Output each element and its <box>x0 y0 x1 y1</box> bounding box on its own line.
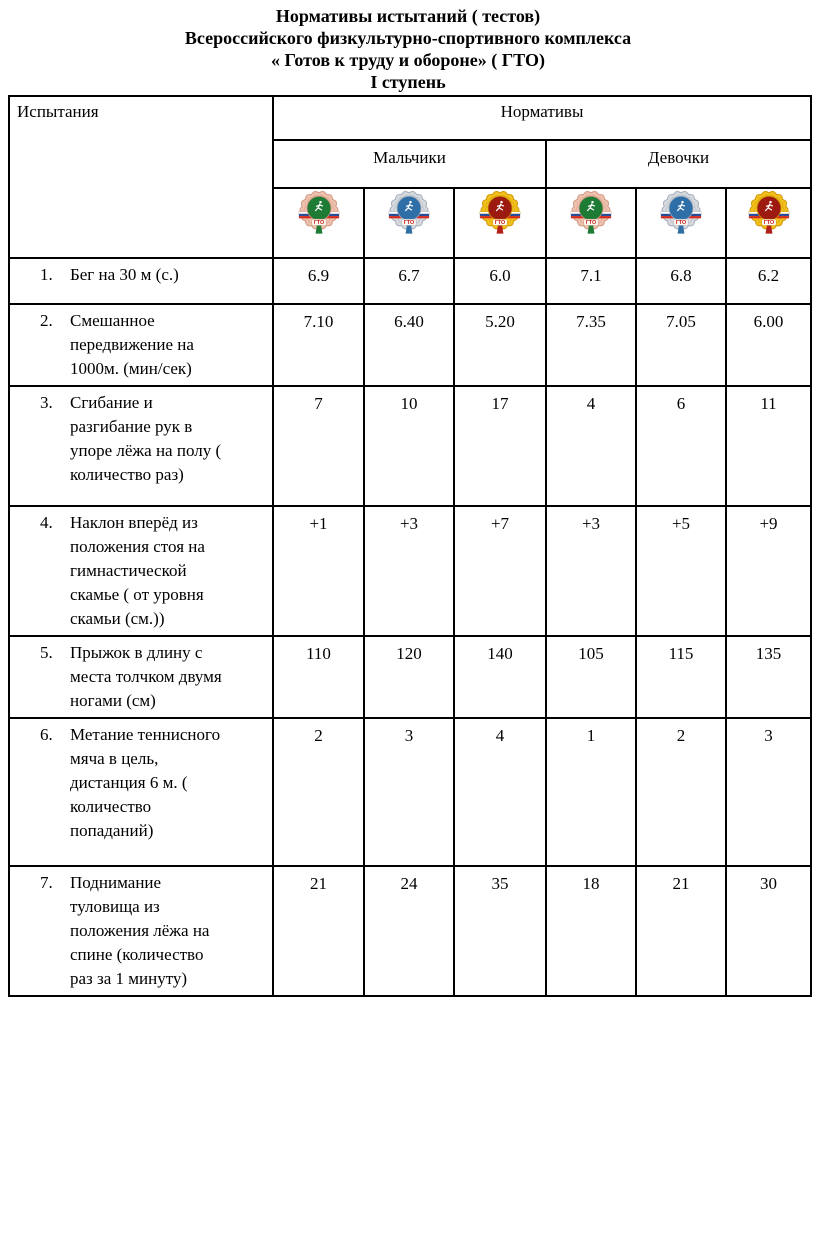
row-number: 7. <box>40 873 53 892</box>
value-cell: 6.00 <box>725 303 812 387</box>
badge-cell: ГТО <box>272 187 365 259</box>
column-header-girls: Девочки <box>545 139 812 189</box>
row-label: Бег на 30 м (с.) <box>70 265 179 284</box>
value-cell: 30 <box>725 865 812 997</box>
badge-cell: ГТО <box>363 187 455 259</box>
row-number: 2. <box>40 311 53 330</box>
value-cell: 17 <box>453 385 547 507</box>
value-cell: 3 <box>725 717 812 867</box>
value-cell: 3 <box>363 717 455 867</box>
column-header-standards: Нормативы <box>272 95 812 141</box>
svg-text:ГТО: ГТО <box>763 220 773 226</box>
row-label: Наклон вперёд из положения стоя на гимна… <box>70 513 205 628</box>
gto-gold-badge-icon: ГТО <box>746 189 792 239</box>
value-cell: +3 <box>363 505 455 637</box>
table-row: 7. Поднимание туловища из положения лёжа … <box>8 865 812 997</box>
svg-text:ГТО: ГТО <box>404 220 414 226</box>
value-cell: 4 <box>545 385 637 507</box>
value-cell: 18 <box>545 865 637 997</box>
row-number: 4. <box>40 513 53 532</box>
value-cell: 7.10 <box>272 303 365 387</box>
value-cell: 24 <box>363 865 455 997</box>
column-header-tests: Испытания <box>8 95 274 259</box>
value-cell: 7.35 <box>545 303 637 387</box>
gto-gold-badge-icon: ГТО <box>477 189 523 239</box>
gto-bronze-badge-icon: ГТО <box>568 189 614 239</box>
row-label: Прыжок в длину с места толчком двумя ног… <box>70 643 222 710</box>
header-row-gender: Мальчики Девочки <box>9 139 812 189</box>
value-cell: 1 <box>545 717 637 867</box>
title-line-2: Всероссийского физкультурно-спортивного … <box>184 28 632 48</box>
value-cell: 6.0 <box>453 257 547 305</box>
table-row: 3. Сгибание и разгибание рук в упоре лёжа… <box>8 385 812 507</box>
value-cell: 110 <box>272 635 365 719</box>
header-row-standards: Испытания Нормативы <box>8 95 812 259</box>
header-row-badges: ГТО ГТО ГТО ГТО ГТО ГТО <box>9 187 812 259</box>
value-cell: +3 <box>545 505 637 637</box>
value-cell: 7.05 <box>635 303 727 387</box>
value-cell: 6.2 <box>725 257 812 305</box>
badge-cell: ГТО <box>635 187 727 259</box>
row-label: Метание теннисного мяча в цель, дистанци… <box>70 725 221 840</box>
gto-silver-badge-icon: ГТО <box>386 189 432 239</box>
row-number: 1. <box>40 265 53 284</box>
title-line-1: Нормативы истытаний ( тестов) <box>275 6 541 26</box>
svg-text:ГТО: ГТО <box>676 220 686 226</box>
badge-cell: ГТО <box>545 187 637 259</box>
gto-bronze-badge-icon: ГТО <box>296 189 342 239</box>
value-cell: 21 <box>272 865 365 997</box>
value-cell: +9 <box>725 505 812 637</box>
value-cell: 6.40 <box>363 303 455 387</box>
svg-text:ГТО: ГТО <box>313 220 323 226</box>
value-cell: 105 <box>545 635 637 719</box>
value-cell: 6 <box>635 385 727 507</box>
value-cell: 4 <box>453 717 547 867</box>
value-cell: 21 <box>635 865 727 997</box>
value-cell: 2 <box>272 717 365 867</box>
table-row: 5. Прыжок в длину с места толчком двумя н… <box>8 635 812 719</box>
value-cell: 6.9 <box>272 257 365 305</box>
title-line-4: I ступень <box>370 72 446 92</box>
column-header-boys: Мальчики <box>272 139 547 189</box>
table-row: 1. Бег на 30 м (с.) 6.9 6.7 6.0 7.1 6.8 6… <box>8 257 812 305</box>
value-cell: 5.20 <box>453 303 547 387</box>
row-label: Смешанное передвижение на 1000м. (мин/се… <box>70 311 194 378</box>
value-cell: 135 <box>725 635 812 719</box>
badge-cell: ГТО <box>725 187 812 259</box>
value-cell: +5 <box>635 505 727 637</box>
value-cell: 11 <box>725 385 812 507</box>
value-cell: 115 <box>635 635 727 719</box>
table-row: 2. Смешанное передвижение на 1000м. (мин/… <box>8 303 812 387</box>
value-cell: 120 <box>363 635 455 719</box>
table-row: 4. Наклон вперёд из положения стоя на гим… <box>8 505 812 637</box>
value-cell: 6.7 <box>363 257 455 305</box>
value-cell: 2 <box>635 717 727 867</box>
value-cell: 7 <box>272 385 365 507</box>
value-cell: 35 <box>453 865 547 997</box>
value-cell: 6.8 <box>635 257 727 305</box>
standards-table: Испытания Нормативы Мальчики Девочки ГТО… <box>8 95 812 997</box>
value-cell: 140 <box>453 635 547 719</box>
document-title: Нормативы истытаний ( тестов) Всероссийс… <box>0 0 816 93</box>
row-label: Сгибание и разгибание рук в упоре лёжа н… <box>70 393 222 484</box>
svg-text:ГТО: ГТО <box>495 220 505 226</box>
gto-silver-badge-icon: ГТО <box>658 189 704 239</box>
svg-text:ГТО: ГТО <box>586 220 596 226</box>
table-row: 6. Метание теннисного мяча в цель, дистан… <box>8 717 812 867</box>
title-line-3: « Готов к труду и обороне» ( ГТО) <box>271 50 545 70</box>
badge-cell: ГТО <box>453 187 547 259</box>
row-number: 3. <box>40 393 53 412</box>
value-cell: +1 <box>272 505 365 637</box>
value-cell: 7.1 <box>545 257 637 305</box>
row-label: Поднимание туловища из положения лёжа на… <box>70 873 210 988</box>
value-cell: 10 <box>363 385 455 507</box>
row-number: 6. <box>40 725 53 744</box>
value-cell: +7 <box>453 505 547 637</box>
row-number: 5. <box>40 643 53 662</box>
